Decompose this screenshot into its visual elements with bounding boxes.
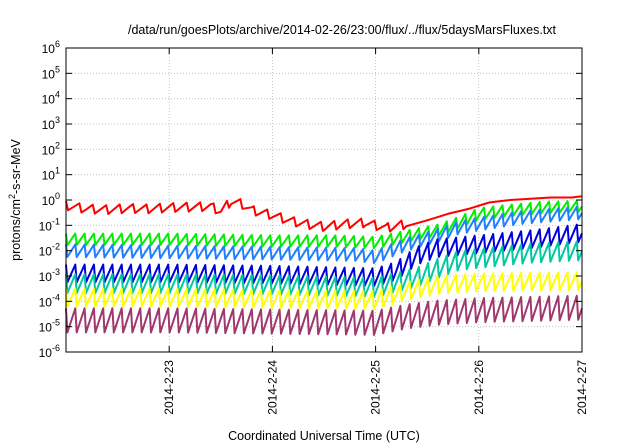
y-tick-label-exponent: -2 xyxy=(52,242,60,252)
y-tick-label-exponent: 6 xyxy=(55,39,60,49)
y-tick-label-exponent: -6 xyxy=(52,343,60,353)
y-tick-label-base: 10 xyxy=(39,321,53,335)
y-tick-label-exponent: -5 xyxy=(52,318,60,328)
y-tick-label-exponent: 2 xyxy=(55,140,60,150)
y-tick-label-base: 10 xyxy=(42,67,56,81)
y-tick-label: 106 xyxy=(42,39,60,56)
x-axis-label: Coordinated Universal Time (UTC) xyxy=(228,429,420,443)
y-tick-label-base: 10 xyxy=(42,143,56,157)
x-tick-label: 2014-2-26 xyxy=(472,360,486,415)
y-tick-label-exponent: -3 xyxy=(52,267,60,277)
y-tick-label: 105 xyxy=(42,64,60,81)
y-tick-label: 10-5 xyxy=(39,318,60,335)
y-tick-label-exponent: 3 xyxy=(55,115,60,125)
y-tick-label: 10-2 xyxy=(39,242,60,259)
y-tick-label-exponent: -4 xyxy=(52,292,60,302)
chart-title: /data/run/goesPlots/archive/2014-02-26/2… xyxy=(128,23,557,37)
y-tick-label-base: 10 xyxy=(42,93,56,107)
y-axis-ticks: 10610510410310210110010-110-210-310-410-… xyxy=(39,39,582,360)
y-tick-label-exponent: -1 xyxy=(52,216,60,226)
y-tick-label-base: 10 xyxy=(39,346,53,360)
y-axis-label: protons/cm2-s-sr-MeV xyxy=(7,138,23,260)
y-tick-label: 100 xyxy=(42,191,60,208)
y-tick-label-base: 10 xyxy=(42,42,56,56)
y-tick-label-base: 10 xyxy=(42,118,56,132)
x-tick-label: 2014-2-27 xyxy=(575,360,589,415)
y-tick-label-exponent: 5 xyxy=(55,64,60,74)
x-tick-label: 2014-2-25 xyxy=(369,360,383,415)
y-axis-label-rest: -s-sr-MeV xyxy=(9,138,23,194)
y-tick-label: 104 xyxy=(42,90,60,107)
y-tick-label: 10-6 xyxy=(39,343,60,360)
y-tick-label-base: 10 xyxy=(39,245,53,259)
x-tick-label: 2014-2-23 xyxy=(162,360,176,415)
y-axis-label-superscript: 2 xyxy=(7,194,17,199)
y-tick-label-base: 10 xyxy=(39,270,53,284)
y-tick-label-base: 10 xyxy=(42,194,56,208)
series-line-7 xyxy=(65,294,583,336)
y-tick-label-exponent: 4 xyxy=(55,90,60,100)
y-tick-label: 101 xyxy=(42,166,60,183)
y-tick-label-base: 10 xyxy=(39,295,53,309)
series-line-1 xyxy=(65,195,583,233)
series-line-3 xyxy=(65,205,583,265)
y-tick-label: 10-1 xyxy=(39,216,60,233)
y-tick-label-exponent: 0 xyxy=(55,191,60,201)
y-tick-label-base: 10 xyxy=(42,169,56,183)
y-tick-label-base: 10 xyxy=(39,219,53,233)
y-tick-label-exponent: 1 xyxy=(55,166,60,176)
y-tick-label: 10-4 xyxy=(39,292,60,309)
y-axis-label-main: protons/cm xyxy=(9,199,23,261)
data-series xyxy=(65,195,583,336)
series-line-2 xyxy=(65,199,583,250)
x-tick-label: 2014-2-24 xyxy=(265,360,279,415)
x-axis-ticks: 2014-2-23 2014-2-24 2014-2-25 2014-2-26 2014… xyxy=(162,48,589,415)
y-tick-label: 102 xyxy=(42,140,60,157)
y-tick-label: 103 xyxy=(42,115,60,132)
series-line-6 xyxy=(65,271,583,310)
y-tick-label: 10-3 xyxy=(39,267,60,284)
